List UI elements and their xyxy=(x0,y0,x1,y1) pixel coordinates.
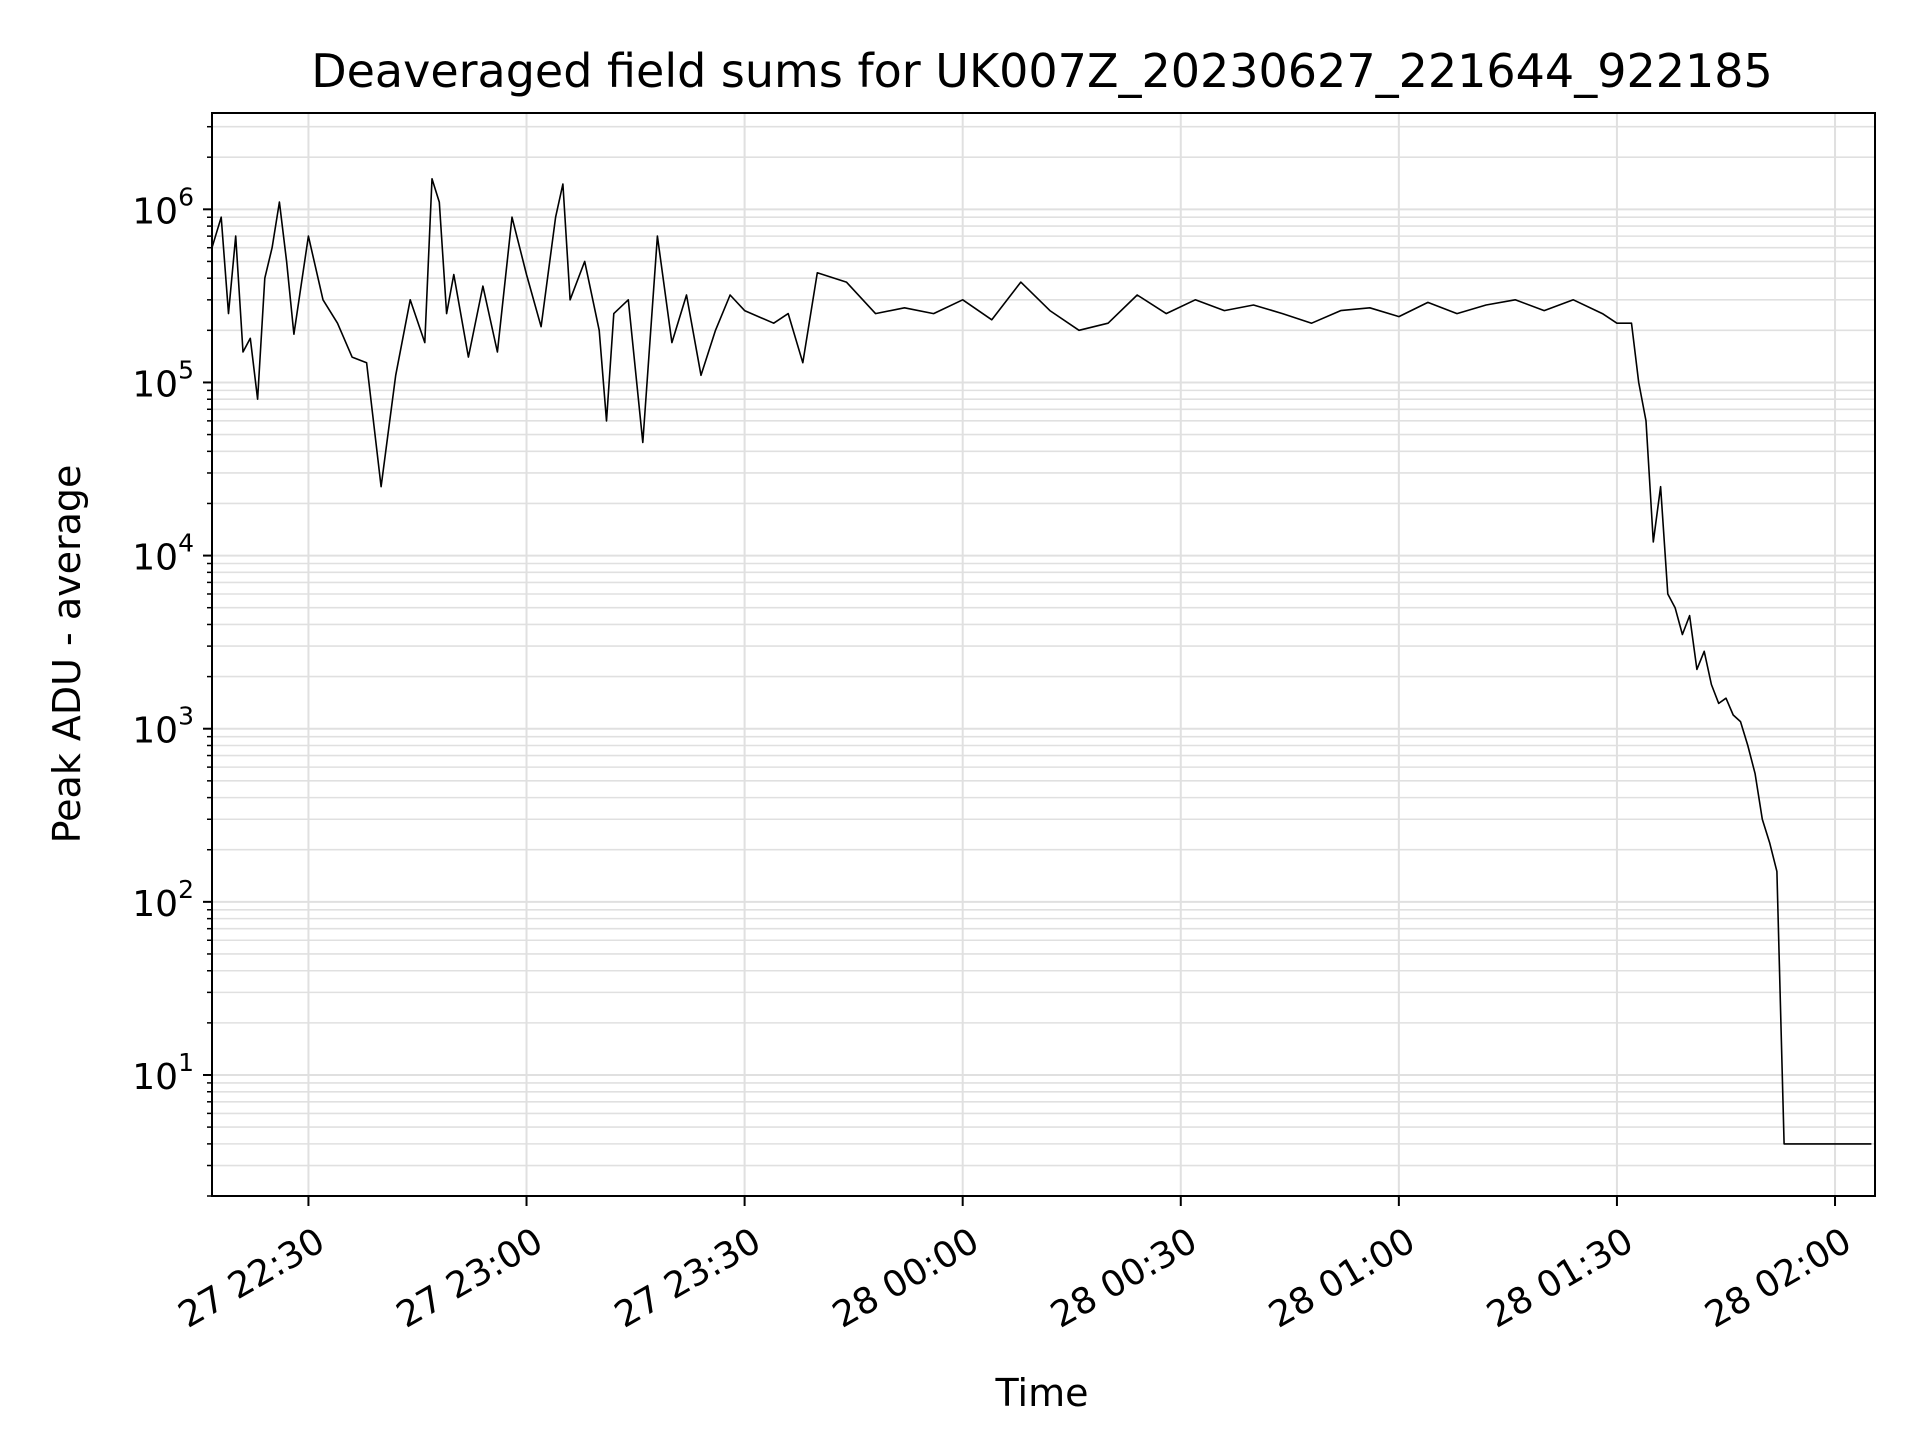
y-tick-base: 10 xyxy=(132,364,178,405)
y-tick-base: 10 xyxy=(132,1057,178,1098)
y-tick-exponent: 4 xyxy=(178,529,194,558)
y-tick-base: 10 xyxy=(132,538,178,579)
grid xyxy=(212,113,1875,1197)
y-tick-label: 101 xyxy=(132,1048,194,1098)
y-tick-label: 106 xyxy=(132,182,194,232)
y-tick-label: 105 xyxy=(132,355,194,405)
y-tick-label: 103 xyxy=(132,702,194,752)
y-tick-base: 10 xyxy=(132,711,178,752)
series-line-layer xyxy=(211,178,1872,1145)
y-tick-exponent: 5 xyxy=(178,355,194,384)
y-tick-exponent: 2 xyxy=(178,875,194,904)
series-line xyxy=(211,178,1872,1145)
y-tick-exponent: 3 xyxy=(178,702,194,731)
x-axis-label: Time xyxy=(995,1371,1089,1415)
y-tick-label: 104 xyxy=(132,529,194,579)
y-tick-base: 10 xyxy=(132,884,178,925)
plot-frame xyxy=(211,112,1876,1197)
y-tick-label: 102 xyxy=(132,875,194,925)
y-axis-label: Peak ADU - average xyxy=(45,465,89,844)
y-tick-exponent: 6 xyxy=(178,182,194,211)
y-tick-base: 10 xyxy=(132,191,178,232)
y-tick-exponent: 1 xyxy=(178,1048,194,1077)
chart-title: Deaveraged field sums for UK007Z_2023062… xyxy=(311,44,1773,98)
